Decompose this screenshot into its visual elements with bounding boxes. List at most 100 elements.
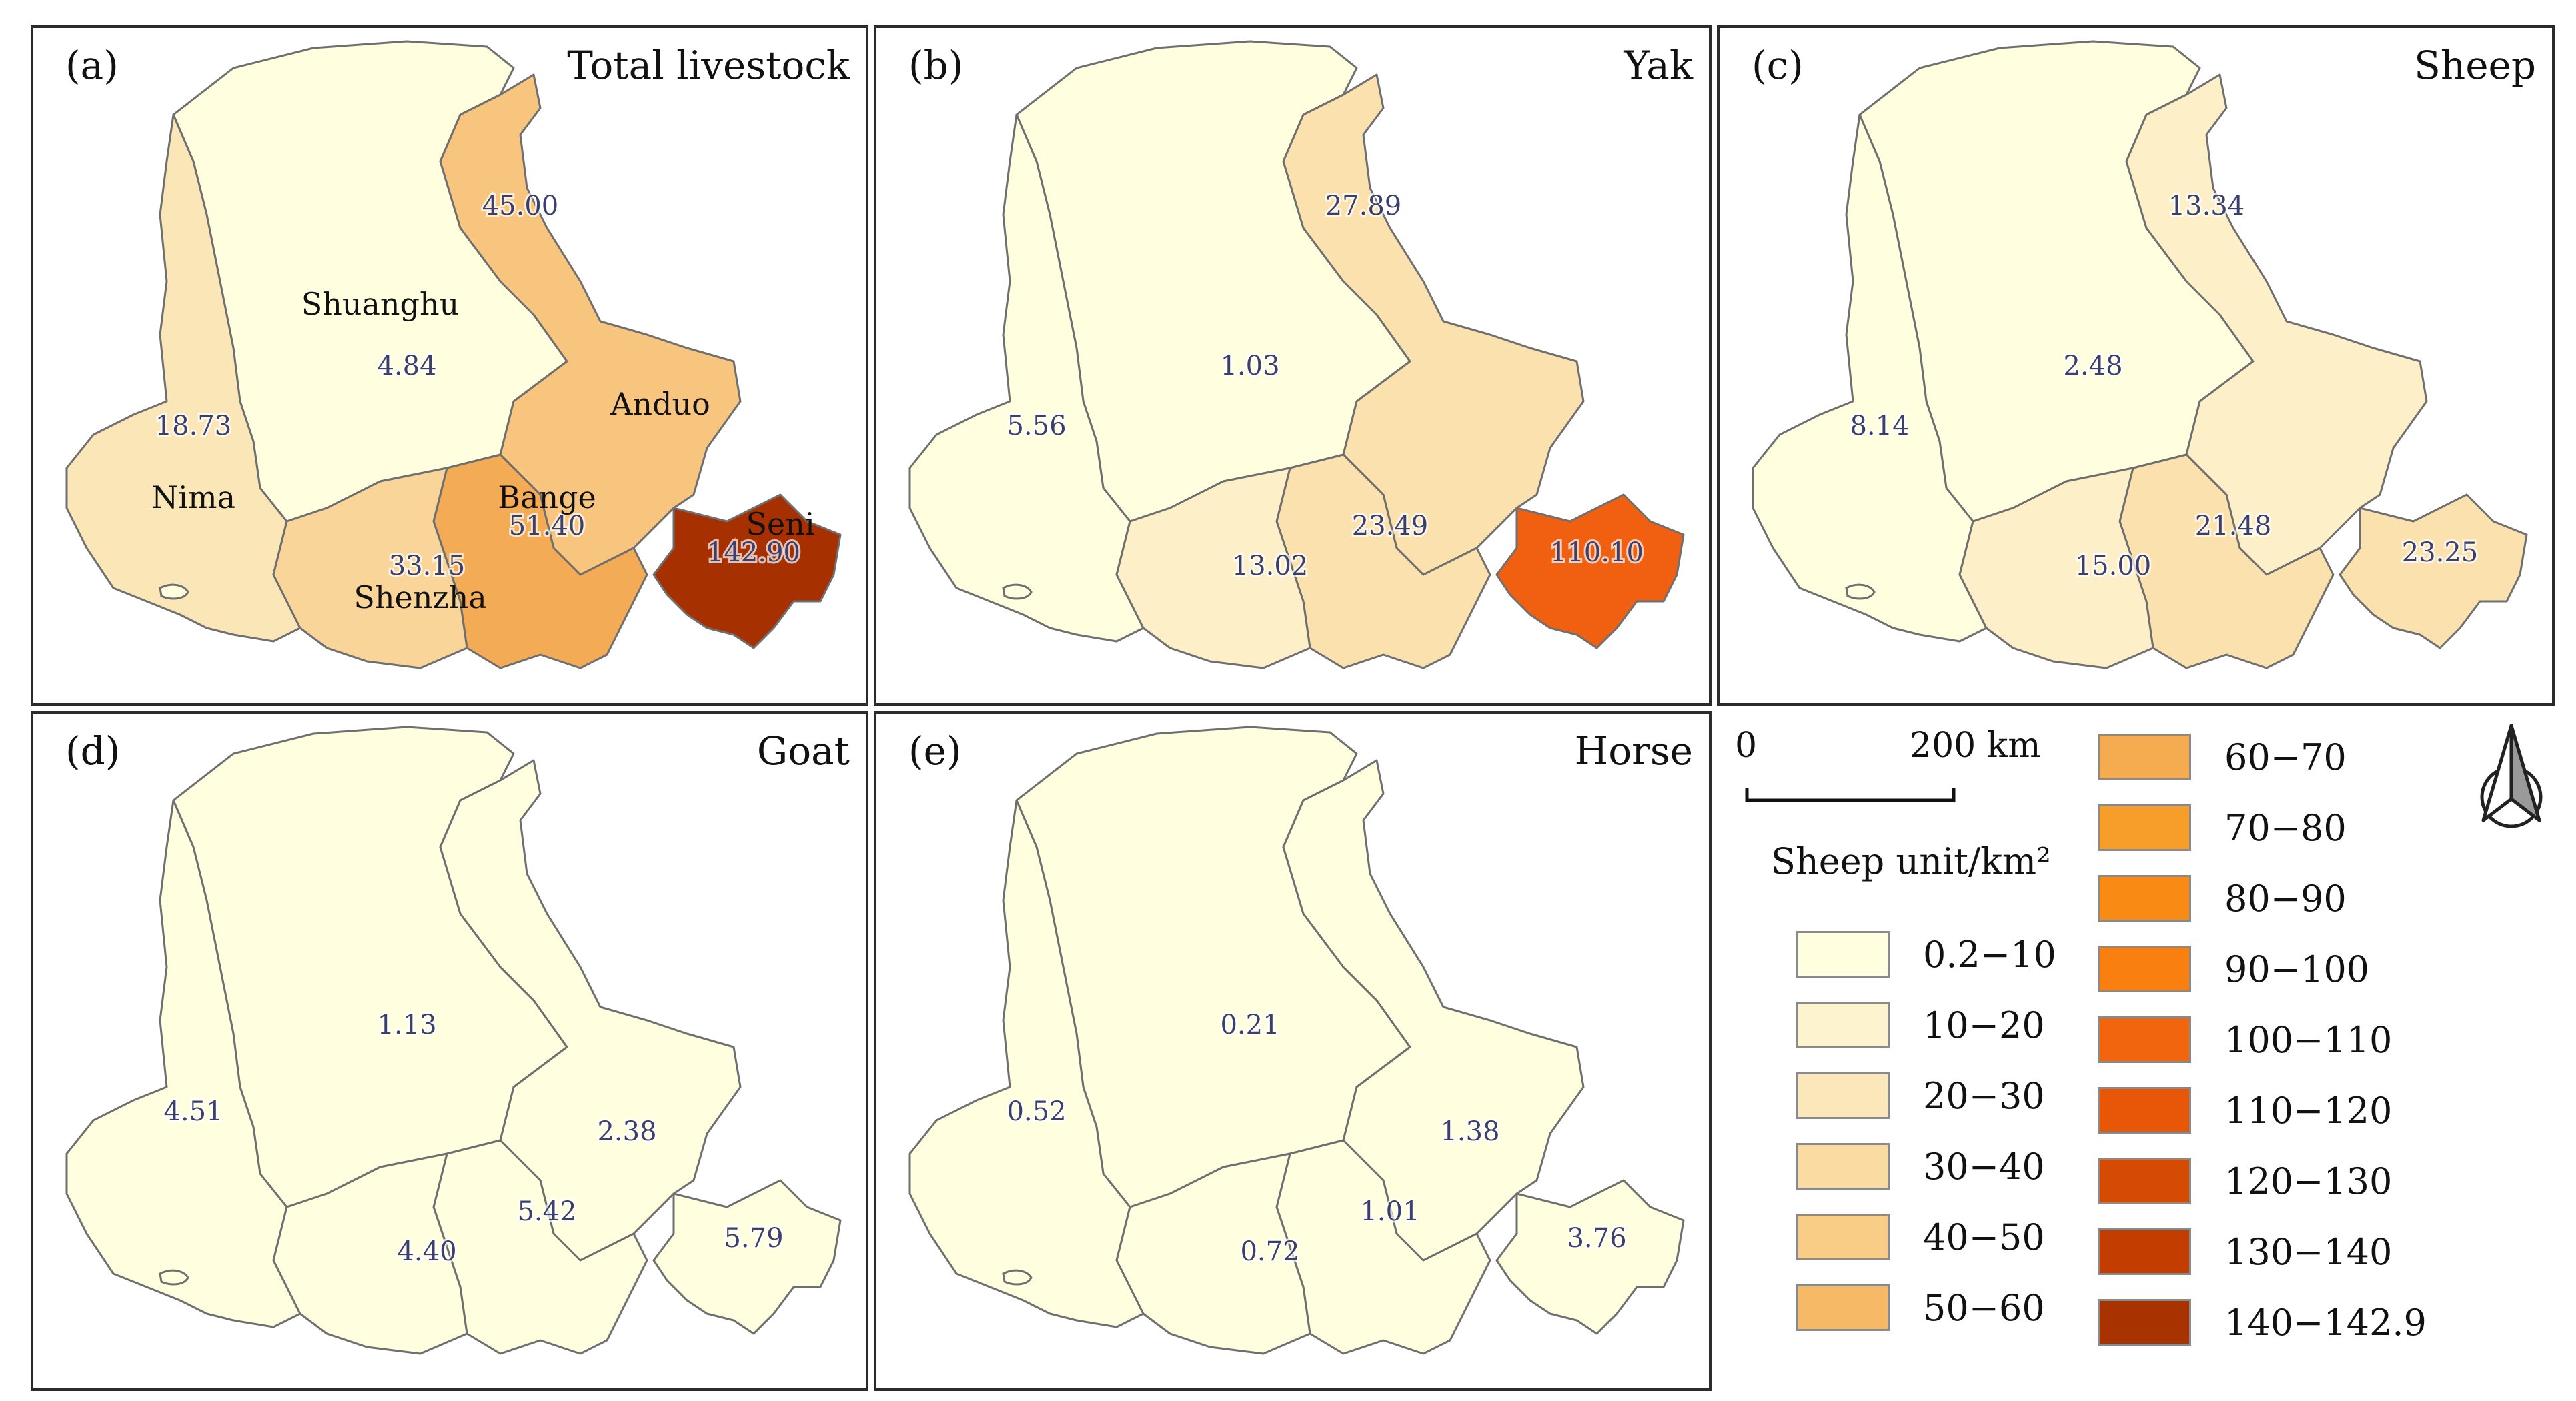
map-panel-b: (b) Yak 5.56 1.03 27.89 23.49 13.02 110.10 xyxy=(874,25,1712,706)
panel-title: Yak xyxy=(1624,43,1693,88)
region-nima xyxy=(65,799,301,1328)
lake-outline xyxy=(1002,1269,1033,1286)
legend-label: 90−100 xyxy=(2224,948,2370,990)
scalebar xyxy=(1745,788,1956,802)
county-name-shuanghu: Shuanghu xyxy=(301,286,460,322)
legend-label: 130−140 xyxy=(2224,1231,2393,1273)
county-name-bange: Bange xyxy=(498,479,596,515)
region-nima xyxy=(908,799,1145,1328)
region-seni xyxy=(652,493,842,649)
legend-label: 30−40 xyxy=(1923,1146,2045,1188)
scalebar-zero-label: 0 xyxy=(1735,726,1758,766)
lake-outline xyxy=(159,583,189,600)
region-anduo xyxy=(1282,759,1585,1262)
region-shenzha xyxy=(1958,467,2154,669)
map-panel-e: (e) Horse 0.52 0.21 1.38 1.01 0.72 3.76 xyxy=(874,711,1712,1391)
region-map: 5.56 1.03 27.89 23.49 13.02 110.10 xyxy=(908,40,1685,669)
legend-swatch xyxy=(1796,1002,1890,1048)
legend-label: 100−110 xyxy=(2224,1019,2393,1061)
legend-swatch xyxy=(2098,1016,2191,1063)
region-map: 18.73 4.84 45.00 51.40 33.15 142.90 Shuanghu Ni… xyxy=(65,40,842,669)
value-anduo: 13.34 xyxy=(2168,191,2245,221)
region-anduo xyxy=(2125,73,2428,576)
legend-swatch xyxy=(2098,1087,2191,1134)
value-bange: 51.40 xyxy=(509,511,586,541)
value-seni: 3.76 xyxy=(1567,1223,1626,1254)
legend-label: 140−142.9 xyxy=(2224,1302,2427,1344)
region-map: 8.14 2.48 13.34 21.48 15.00 23.25 xyxy=(1752,40,2528,669)
value-nima: 5.56 xyxy=(1007,411,1066,441)
legend-label: 50−60 xyxy=(1923,1287,2045,1329)
value-seni: 142.90 xyxy=(707,537,800,568)
region-anduo xyxy=(1282,73,1585,576)
value-shuanghu: 1.13 xyxy=(377,1010,436,1040)
panel-title: Total livestock xyxy=(567,43,850,88)
value-seni: 5.79 xyxy=(724,1223,783,1254)
legend-label: 70−80 xyxy=(2224,807,2347,849)
legend-label: 80−90 xyxy=(2224,878,2347,920)
value-shuanghu: 2.48 xyxy=(2063,351,2122,381)
panel-label: (c) xyxy=(1752,43,1804,88)
legend-label: 60−70 xyxy=(2224,736,2347,778)
region-map: 0.52 0.21 1.38 1.01 0.72 3.76 xyxy=(908,726,1685,1355)
value-shuanghu: 0.21 xyxy=(1220,1010,1279,1040)
legend-swatch xyxy=(1796,1143,1890,1190)
panel-label: (d) xyxy=(65,728,121,774)
value-nima: 4.51 xyxy=(163,1096,223,1127)
value-seni: 23.25 xyxy=(2402,537,2479,568)
value-anduo: 27.89 xyxy=(1325,191,1402,221)
legend-swatch xyxy=(1796,1214,1890,1260)
legend-swatch xyxy=(2098,804,2191,851)
legend-label: 0.2−10 xyxy=(1923,934,2056,976)
panel-label: (e) xyxy=(908,728,962,774)
region-anduo xyxy=(439,73,742,576)
value-nima: 18.73 xyxy=(155,411,232,441)
lake-outline xyxy=(159,1269,189,1286)
value-bange: 23.49 xyxy=(1352,511,1429,541)
value-bange: 1.01 xyxy=(1360,1196,1419,1227)
legend-swatch xyxy=(2098,1158,2191,1204)
value-shenzha: 4.40 xyxy=(397,1236,456,1267)
county-name-anduo: Anduo xyxy=(610,386,710,422)
legend-swatch xyxy=(2098,1228,2191,1275)
region-seni xyxy=(652,1179,842,1335)
panel-title: Sheep xyxy=(2414,43,2536,88)
lake-outline xyxy=(1002,583,1033,600)
legend-swatch xyxy=(2098,875,2191,922)
legend-swatch xyxy=(1796,1284,1890,1331)
map-panel-c: (c) Sheep 8.14 2.48 13.34 21.48 15.00 23.25 xyxy=(1717,25,2555,706)
value-shenzha: 13.02 xyxy=(1232,551,1309,581)
value-nima: 0.52 xyxy=(1007,1096,1066,1127)
value-shenzha: 0.72 xyxy=(1240,1236,1299,1267)
county-name-shenzha: Shenzha xyxy=(354,579,486,615)
legend-label: 20−30 xyxy=(1923,1075,2045,1117)
value-shenzha: 33.15 xyxy=(389,551,466,581)
legend-swatch xyxy=(1796,931,1890,978)
region-shenzha xyxy=(272,1152,468,1355)
panel-label: (b) xyxy=(908,43,964,88)
region-seni xyxy=(2339,493,2528,649)
value-shuanghu: 1.03 xyxy=(1220,351,1279,381)
region-nima xyxy=(908,113,1145,643)
legend-label: 10−20 xyxy=(1923,1004,2045,1046)
region-anduo xyxy=(439,759,742,1262)
legend-unit-label: Sheep unit/km² xyxy=(1771,840,2051,882)
map-panel-a: (a) Total livestock 18.73 4.84 45.00 51.40 33.… xyxy=(31,25,868,706)
county-name-seni: Seni xyxy=(746,506,814,542)
value-anduo: 2.38 xyxy=(597,1116,656,1147)
legend-label: 40−50 xyxy=(1923,1216,2045,1258)
map-legend: 0 200 km Sheep unit/km² 0.2−10 10−20 20−30… xyxy=(1718,707,2576,1401)
legend-swatch xyxy=(1796,1072,1890,1119)
value-shuanghu: 4.84 xyxy=(377,351,436,381)
region-shenzha xyxy=(1115,1152,1311,1355)
legend-label: 120−130 xyxy=(2224,1160,2393,1202)
lake-outline xyxy=(1845,583,1876,600)
region-seni xyxy=(1495,1179,1685,1335)
scalebar-end-label: 200 km xyxy=(1910,726,2041,766)
panel-title: Goat xyxy=(756,728,850,774)
county-name-nima: Nima xyxy=(151,479,235,515)
region-nima xyxy=(65,113,301,643)
region-shenzha xyxy=(1115,467,1311,669)
legend-label: 110−120 xyxy=(2224,1090,2393,1132)
legend-swatch xyxy=(2098,1299,2191,1346)
